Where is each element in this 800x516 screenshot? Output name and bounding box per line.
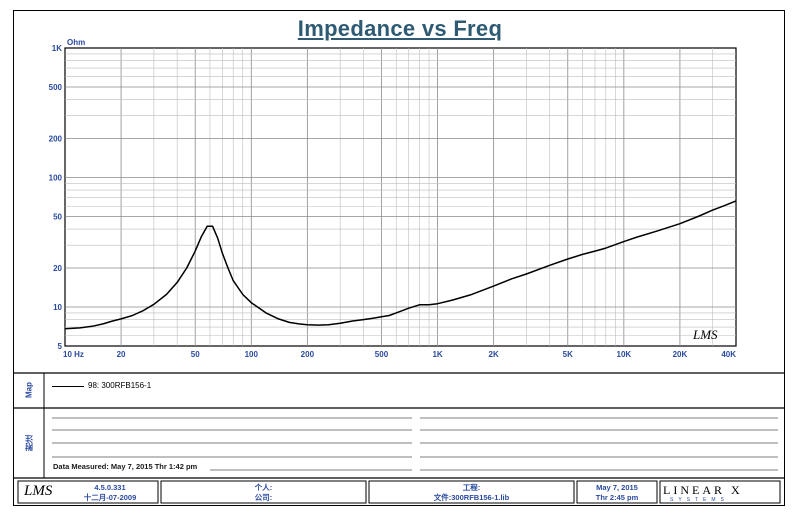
legend-swatch [52,386,84,387]
footer-version-date: 十二月-07-2009 [83,493,137,502]
grid-layer [64,47,737,347]
y-tick-label: 5 [58,342,63,351]
footer-time: Thr 2:45 pm [595,493,639,502]
lms-logo: LMS [24,483,53,499]
footer-project: 工程: [462,483,481,492]
y-tick-label: 10 [53,303,62,312]
x-tick-label: 1K [432,350,442,359]
x-tick-label: 20 [117,350,126,359]
page-frame [13,10,785,506]
x-tick-label: 40K [721,350,736,359]
y-tick-label: 50 [53,212,62,221]
notes-lines [52,417,778,471]
x-tick-label: 2K [489,350,499,359]
footer-file: 文件:300RFB156-1.lib [433,493,510,502]
y-tick-label: 100 [49,174,63,183]
x-tick-label: 10 Hz [63,350,84,359]
series-line-impedance [64,200,737,330]
y-tick-label: 200 [49,135,63,144]
footer-boxes [17,480,781,504]
y-tick-label: 500 [49,83,63,92]
data-measured: Data Measured: May 7, 2015 Thr 1:42 pm [53,462,198,471]
x-tick-label: 5K [563,350,573,359]
series-layer [64,200,737,330]
lms-watermark: LMS [693,327,718,342]
brand-sub: SYSTEMS [670,497,729,503]
axis-labels: 10 Hz 20 50 100 200 500 1K 2K 5K 10K 20K 40K 1K 500 20… [49,44,737,359]
x-tick-label: 500 [375,350,389,359]
footer-version-block: 4.5.0.331 十二月-07-2009 [70,483,150,503]
x-tick-label: 100 [245,350,259,359]
footer-person-block: 个人: 公司: [161,483,366,503]
footer-version: 4.5.0.331 [94,483,126,492]
x-tick-label: 200 [301,350,315,359]
footer-company: 公司: [254,493,273,502]
footer-date: May 7, 2015 [596,483,638,492]
y-tick-label: 1K [52,44,62,53]
chart-title: Impedance vs Freq [297,16,503,41]
y-tick-label: 20 [53,264,62,273]
footer-datetime-block: May 7, 2015 Thr 2:45 pm [577,483,657,503]
footer-project-block: 工程: 文件:300RFB156-1.lib [369,483,574,503]
x-tick-label: 10K [617,350,632,359]
brand-logo: LINEAR X [663,483,743,497]
x-tick-label: 50 [191,350,200,359]
y-unit-label: Ohm [67,38,85,47]
legend-entry: 98: 300RFB156-1 [88,381,152,390]
notes-side-label: 附注 [24,435,34,451]
plot-area [64,47,737,347]
footer-person: 个人: [254,483,273,492]
x-tick-label: 20K [673,350,688,359]
map-side-label: Map [24,382,34,399]
